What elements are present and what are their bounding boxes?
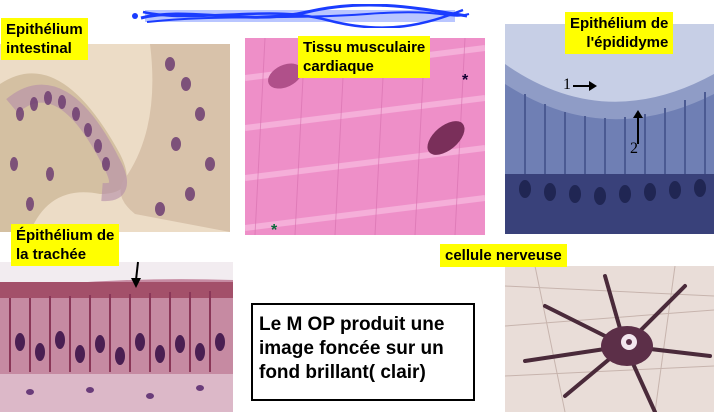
struck-title-scribble bbox=[132, 4, 470, 28]
arrow-label-1: 1 bbox=[563, 76, 571, 93]
trachea-pointer-arrow bbox=[131, 261, 141, 288]
asterisk-top: * bbox=[462, 72, 469, 89]
label-epididymis-epithelium: Epithélium de l'épididyme bbox=[565, 12, 674, 54]
label-cardiac-muscle: Tissu musculaire cardiaque bbox=[298, 36, 431, 78]
caption-box: Le M OP produit une image foncée sur un … bbox=[251, 303, 475, 401]
label-tracheal-epithelium: Épithélium de la trachée bbox=[11, 224, 120, 266]
intestinal-epithelium-image bbox=[0, 44, 230, 232]
label-intestinal-epithelium: Epithélium intestinal bbox=[1, 18, 88, 60]
epididymis-epithelium-image bbox=[505, 24, 714, 234]
label-nerve-cell: cellule nerveuse bbox=[440, 244, 567, 267]
asterisk-bottom: * bbox=[271, 222, 278, 239]
nerve-cell-image bbox=[505, 266, 714, 412]
arrow-label-2: 2 bbox=[630, 140, 638, 157]
tracheal-epithelium-image bbox=[0, 262, 233, 412]
